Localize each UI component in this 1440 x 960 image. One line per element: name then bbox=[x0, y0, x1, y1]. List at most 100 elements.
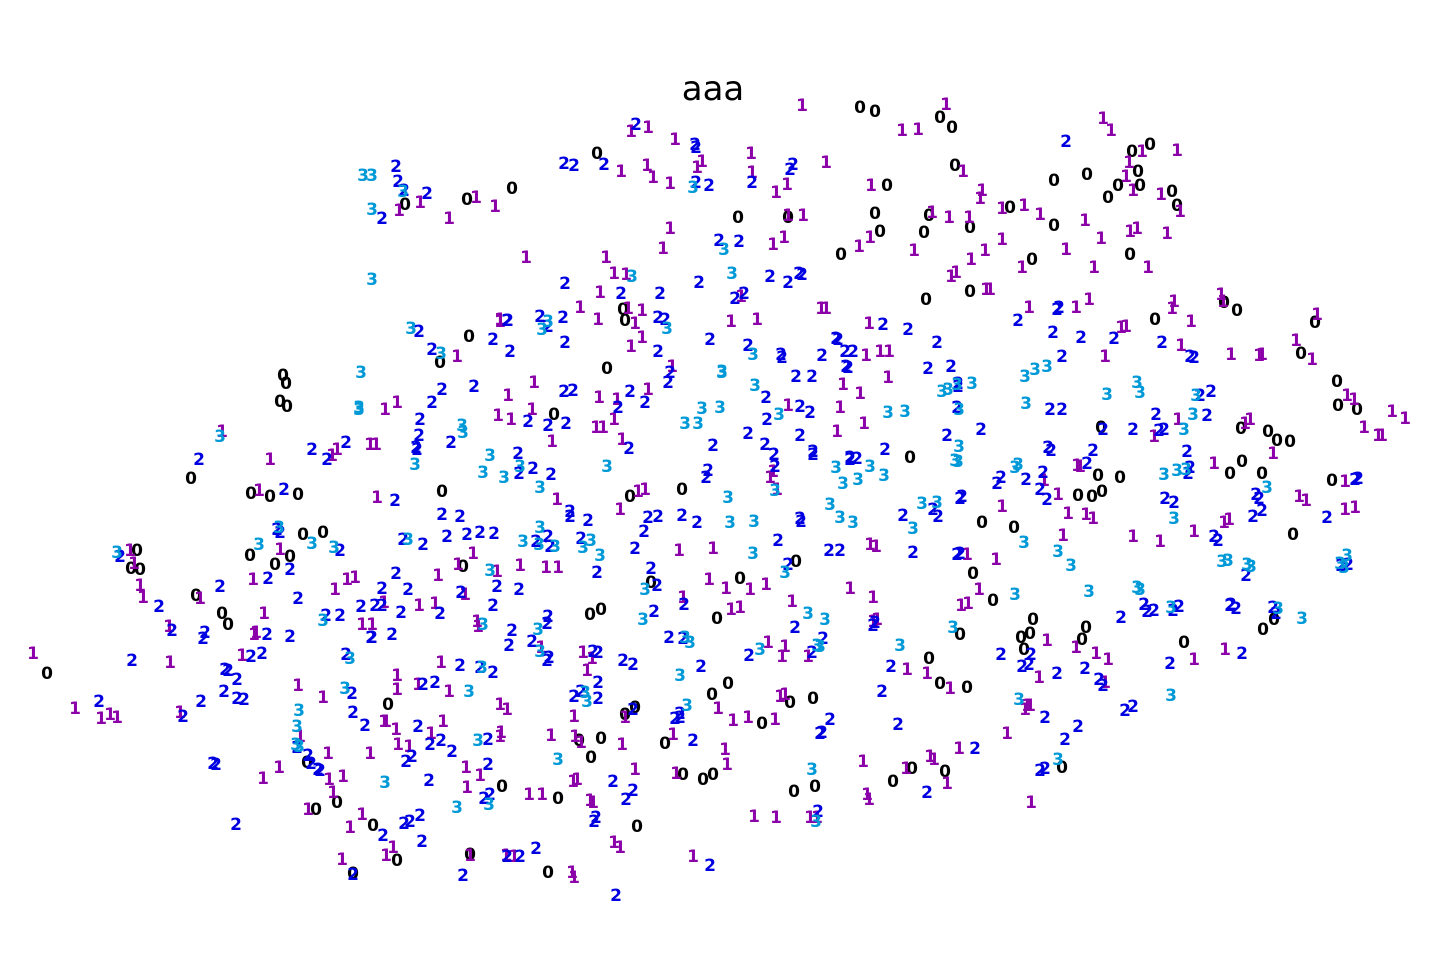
data-point-2: 2 bbox=[1188, 348, 1200, 368]
data-point-0: 0 bbox=[244, 546, 256, 566]
data-point-1: 1 bbox=[687, 847, 699, 867]
data-point-0: 0 bbox=[676, 480, 688, 500]
data-point-3: 3 bbox=[476, 658, 488, 678]
data-point-2: 2 bbox=[334, 606, 346, 626]
data-point-1: 1 bbox=[615, 162, 627, 182]
data-point-1: 1 bbox=[629, 760, 641, 780]
data-point-1: 1 bbox=[844, 579, 856, 599]
data-point-0: 0 bbox=[1081, 165, 1093, 185]
data-point-1: 1 bbox=[492, 406, 504, 426]
data-point-2: 2 bbox=[526, 632, 538, 652]
data-point-2: 2 bbox=[844, 450, 856, 470]
data-point-2: 2 bbox=[292, 589, 304, 609]
data-point-2: 2 bbox=[210, 755, 222, 775]
data-point-2: 2 bbox=[652, 507, 664, 527]
data-point-2: 2 bbox=[376, 209, 388, 229]
data-point-0: 0 bbox=[976, 513, 988, 533]
data-point-2: 2 bbox=[651, 576, 663, 596]
data-point-0: 0 bbox=[835, 245, 847, 265]
data-point-1: 1 bbox=[69, 699, 81, 719]
data-point-0: 0 bbox=[1095, 418, 1107, 438]
data-point-2: 2 bbox=[1156, 333, 1168, 353]
data-point-1: 1 bbox=[1115, 318, 1127, 338]
data-point-1: 1 bbox=[250, 623, 262, 643]
data-point-2: 2 bbox=[256, 644, 268, 664]
data-point-2: 2 bbox=[1072, 717, 1084, 737]
data-point-1: 1 bbox=[1267, 444, 1279, 464]
data-point-2: 2 bbox=[869, 613, 881, 633]
data-point-2: 2 bbox=[764, 267, 776, 287]
data-point-1: 1 bbox=[771, 480, 783, 500]
data-point-1: 1 bbox=[474, 766, 486, 786]
data-point-2: 2 bbox=[1184, 458, 1196, 478]
data-point-3: 3 bbox=[687, 178, 699, 198]
data-point-1: 1 bbox=[414, 193, 426, 213]
data-point-2: 2 bbox=[769, 457, 781, 477]
data-point-1: 1 bbox=[786, 592, 798, 612]
data-point-2: 2 bbox=[271, 520, 283, 540]
data-point-1: 1 bbox=[963, 208, 975, 228]
data-point-1: 1 bbox=[1188, 650, 1200, 670]
data-point-2: 2 bbox=[591, 563, 603, 583]
data-point-1: 1 bbox=[854, 384, 866, 404]
data-point-2: 2 bbox=[902, 320, 914, 340]
chart-title: aaa bbox=[682, 69, 745, 109]
data-point-2: 2 bbox=[677, 629, 689, 649]
data-point-2: 2 bbox=[824, 710, 836, 730]
data-point-3: 3 bbox=[317, 611, 329, 631]
data-point-1: 1 bbox=[608, 264, 620, 284]
data-point-2: 2 bbox=[1335, 556, 1347, 576]
data-point-1: 1 bbox=[864, 535, 876, 555]
data-point-2: 2 bbox=[782, 555, 794, 575]
data-point-3: 3 bbox=[291, 717, 303, 737]
data-point-2: 2 bbox=[627, 655, 639, 675]
data-point-1: 1 bbox=[608, 410, 620, 430]
data-point-1: 1 bbox=[379, 400, 391, 420]
data-point-2: 2 bbox=[776, 348, 788, 368]
data-point-2: 2 bbox=[816, 346, 828, 366]
data-point-0: 0 bbox=[732, 208, 744, 228]
data-point-3: 3 bbox=[1190, 386, 1202, 406]
data-point-1: 1 bbox=[1172, 410, 1184, 430]
data-point-1: 1 bbox=[569, 727, 581, 747]
data-point-2: 2 bbox=[390, 157, 402, 177]
data-point-2: 2 bbox=[691, 513, 703, 533]
data-point-1: 1 bbox=[451, 347, 463, 367]
data-point-3: 3 bbox=[581, 692, 593, 712]
data-point-0: 0 bbox=[1114, 468, 1126, 488]
data-point-2: 2 bbox=[816, 723, 828, 743]
data-point-1: 1 bbox=[1376, 426, 1388, 446]
data-point-1: 1 bbox=[1166, 299, 1178, 319]
data-point-2: 2 bbox=[487, 663, 499, 683]
data-point-0: 0 bbox=[1332, 396, 1344, 416]
data-point-3: 3 bbox=[1165, 598, 1177, 618]
data-point-2: 2 bbox=[832, 330, 844, 350]
data-point-3: 3 bbox=[931, 493, 943, 513]
data-point-2: 2 bbox=[411, 440, 423, 460]
data-point-1: 1 bbox=[767, 235, 779, 255]
data-point-1: 1 bbox=[344, 818, 356, 838]
data-point-1: 1 bbox=[1339, 472, 1351, 492]
data-point-2: 2 bbox=[1056, 347, 1068, 367]
data-point-2: 2 bbox=[1012, 311, 1024, 331]
data-point-2: 2 bbox=[461, 525, 473, 545]
data-point-3: 3 bbox=[1245, 557, 1257, 577]
data-point-0: 0 bbox=[869, 102, 881, 122]
data-point-2: 2 bbox=[794, 397, 806, 417]
data-point-1: 1 bbox=[264, 450, 276, 470]
data-point-0: 0 bbox=[1178, 633, 1190, 653]
data-point-0: 0 bbox=[854, 98, 866, 118]
data-point-0: 0 bbox=[790, 552, 802, 572]
data-point-1: 1 bbox=[1244, 410, 1256, 430]
data-point-1: 1 bbox=[1290, 331, 1302, 351]
data-point-2: 2 bbox=[558, 382, 570, 402]
data-point-2: 2 bbox=[568, 687, 580, 707]
data-point-1: 1 bbox=[1102, 650, 1114, 670]
data-point-3: 3 bbox=[397, 182, 409, 202]
data-point-1: 1 bbox=[552, 558, 564, 578]
data-point-0: 0 bbox=[920, 290, 932, 310]
data-point-2: 2 bbox=[284, 560, 296, 580]
data-point-0: 0 bbox=[399, 195, 411, 215]
data-point-3: 3 bbox=[1178, 420, 1190, 440]
data-point-1: 1 bbox=[1105, 121, 1117, 141]
